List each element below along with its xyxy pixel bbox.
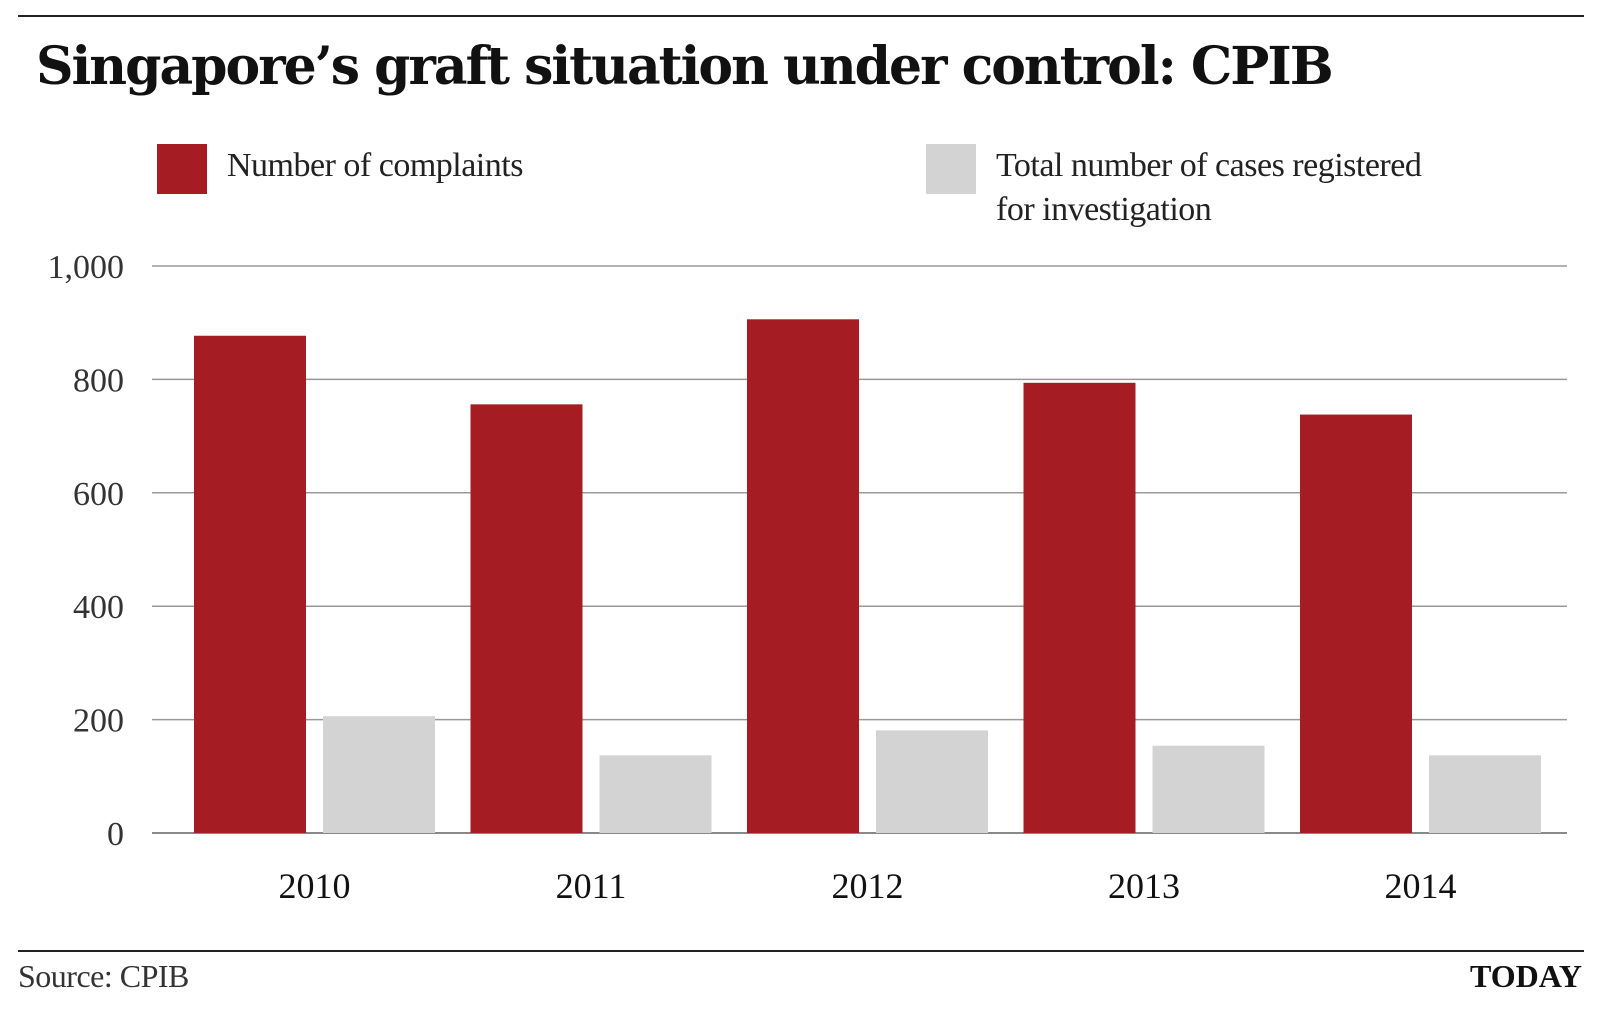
bottom-rule bbox=[18, 950, 1584, 952]
bar-cases bbox=[1429, 755, 1541, 833]
bar-complaints bbox=[194, 335, 306, 833]
bar-complaints bbox=[1023, 382, 1136, 833]
legend-line: Total number of cases registered bbox=[996, 147, 1422, 184]
y-tick-label: 0 bbox=[107, 816, 124, 853]
bar-cases bbox=[1152, 745, 1265, 833]
bar-complaints bbox=[747, 319, 859, 834]
x-tick-label: 2012 bbox=[832, 866, 904, 906]
y-tick-label: 400 bbox=[73, 589, 124, 626]
y-tick-label: 1,000 bbox=[48, 249, 125, 286]
legend-item-complaints: Number of complaints bbox=[157, 144, 523, 194]
x-tick-label: 2011 bbox=[556, 866, 627, 906]
y-tick-label: 800 bbox=[73, 362, 124, 399]
y-tick-label: 600 bbox=[73, 476, 124, 513]
legend-label-complaints: Number of complaints bbox=[227, 144, 523, 188]
x-tick-label: 2014 bbox=[1385, 866, 1457, 906]
legend-swatch-cases bbox=[926, 144, 976, 194]
bar-cases bbox=[876, 730, 988, 833]
x-tick-label: 2013 bbox=[1108, 866, 1180, 906]
source-note: Source: CPIB bbox=[18, 958, 189, 994]
brand-logo: TODAY bbox=[1469, 958, 1582, 994]
legend-swatch-complaints bbox=[157, 144, 207, 194]
bar-cases bbox=[599, 755, 712, 833]
bar-complaints bbox=[470, 404, 583, 833]
y-tick-label: 200 bbox=[73, 703, 124, 740]
legend-label-cases: Total number of cases registered for inve… bbox=[996, 144, 1422, 232]
top-rule bbox=[18, 15, 1584, 17]
chart-title: Singapore’s graft situation under contro… bbox=[36, 36, 1334, 97]
bar-cases bbox=[323, 716, 435, 833]
bar-complaints bbox=[1300, 414, 1412, 833]
legend-item-cases: Total number of cases registered for inve… bbox=[926, 144, 1422, 232]
x-tick-label: 2010 bbox=[279, 866, 351, 906]
legend-line: Number of complaints bbox=[227, 147, 523, 184]
legend-line: for investigation bbox=[996, 191, 1212, 228]
